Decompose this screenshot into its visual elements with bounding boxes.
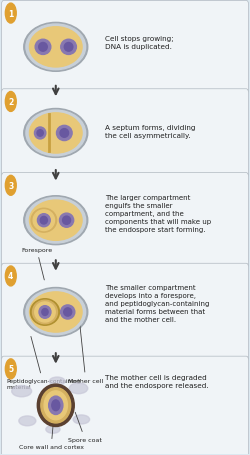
Ellipse shape — [60, 214, 74, 228]
Ellipse shape — [26, 111, 86, 157]
Ellipse shape — [69, 383, 88, 394]
Ellipse shape — [60, 305, 75, 319]
FancyBboxPatch shape — [2, 264, 248, 361]
FancyBboxPatch shape — [2, 173, 248, 268]
Text: The smaller compartment
develops into a forespore,
and peptidoglycan-containing
: The smaller compartment develops into a … — [105, 284, 210, 322]
Ellipse shape — [41, 388, 71, 423]
Ellipse shape — [24, 23, 88, 72]
Ellipse shape — [73, 415, 90, 424]
Text: The larger compartment
engulfs the smaller
compartment, and the
components that : The larger compartment engulfs the small… — [105, 195, 211, 233]
Ellipse shape — [30, 114, 82, 154]
Ellipse shape — [26, 25, 86, 71]
Circle shape — [5, 266, 16, 286]
Text: Cell stops growing;
DNA is duplicated.: Cell stops growing; DNA is duplicated. — [105, 36, 174, 50]
Ellipse shape — [32, 301, 58, 324]
Ellipse shape — [39, 306, 51, 318]
FancyBboxPatch shape — [2, 90, 248, 178]
FancyBboxPatch shape — [2, 1, 248, 94]
Ellipse shape — [30, 201, 82, 241]
Ellipse shape — [52, 400, 60, 411]
Text: Mother cell: Mother cell — [68, 315, 103, 383]
FancyBboxPatch shape — [2, 356, 248, 455]
Ellipse shape — [64, 43, 73, 52]
Ellipse shape — [30, 28, 82, 68]
Ellipse shape — [56, 126, 72, 141]
Text: 1: 1 — [8, 10, 14, 19]
Ellipse shape — [34, 128, 46, 140]
Circle shape — [5, 359, 16, 379]
Ellipse shape — [50, 377, 65, 386]
Ellipse shape — [44, 391, 68, 420]
Ellipse shape — [30, 299, 60, 325]
Ellipse shape — [19, 416, 36, 426]
Ellipse shape — [31, 209, 57, 233]
Ellipse shape — [26, 289, 86, 335]
Ellipse shape — [33, 210, 54, 231]
Ellipse shape — [46, 425, 60, 433]
Circle shape — [5, 176, 16, 196]
Text: 4: 4 — [8, 272, 14, 281]
Ellipse shape — [39, 43, 47, 52]
Ellipse shape — [62, 217, 70, 225]
Ellipse shape — [40, 217, 48, 224]
Ellipse shape — [64, 308, 72, 316]
Ellipse shape — [49, 396, 63, 415]
Ellipse shape — [61, 40, 76, 56]
Ellipse shape — [38, 214, 50, 227]
Ellipse shape — [24, 109, 88, 158]
Text: The mother cell is degraded
and the endospore released.: The mother cell is degraded and the endo… — [105, 374, 209, 388]
Text: Spore coat: Spore coat — [68, 412, 102, 442]
Text: A septum forms, dividing
the cell asymmetrically.: A septum forms, dividing the cell asymme… — [105, 124, 196, 138]
Ellipse shape — [12, 386, 32, 397]
Ellipse shape — [24, 288, 88, 337]
Ellipse shape — [26, 198, 86, 243]
Ellipse shape — [60, 129, 68, 138]
Ellipse shape — [42, 309, 48, 316]
Ellipse shape — [35, 302, 55, 322]
Text: Peptidoglycan-containing
material: Peptidoglycan-containing material — [6, 337, 80, 389]
Text: Forespore: Forespore — [21, 248, 52, 280]
Ellipse shape — [35, 40, 51, 56]
Text: 5: 5 — [8, 364, 13, 374]
Text: Core wall and cortex: Core wall and cortex — [19, 397, 84, 449]
Circle shape — [5, 4, 16, 24]
Ellipse shape — [37, 131, 43, 137]
Text: 2: 2 — [8, 98, 14, 107]
Ellipse shape — [24, 196, 88, 245]
Text: 3: 3 — [8, 182, 14, 190]
Ellipse shape — [30, 292, 82, 332]
Circle shape — [5, 92, 16, 112]
Ellipse shape — [37, 384, 74, 427]
